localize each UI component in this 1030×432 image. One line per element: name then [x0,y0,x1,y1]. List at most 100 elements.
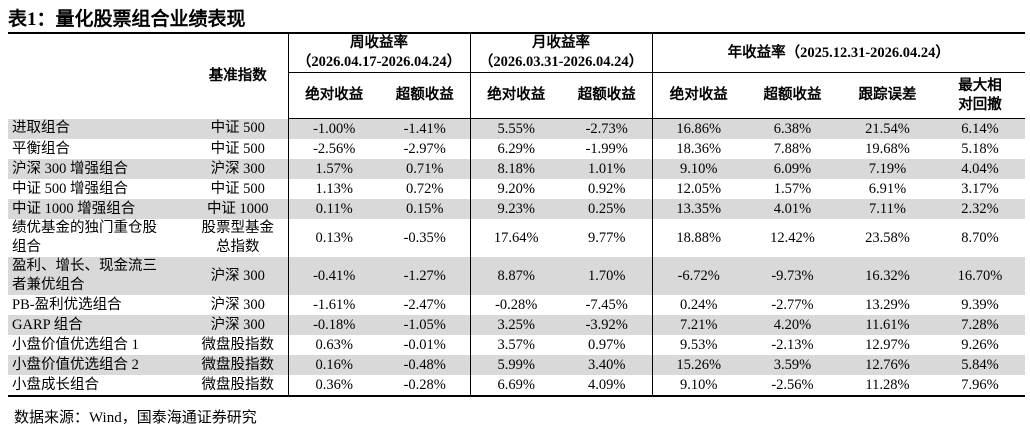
cell-text: 6.91% [868,180,907,197]
cell-text: 6.09% [773,160,812,177]
cell-text: 0.11% [315,200,353,217]
data-row: GARP 组合 沪深 300 -0.18% -1.05% 3.25% -3.92% 7.21… [8,315,1026,335]
value-cell: 7.21% [651,315,745,335]
value-cell: 12.97% [840,335,935,355]
column-label: 绝对收益 [669,87,728,103]
cell-text: PB-盈利优选组合 [12,296,122,313]
value-cell: 7.19% [840,159,935,179]
cell-text: 中证 500 [210,140,265,157]
cell-text: 12.97% [865,336,910,353]
cell-text: 6.69% [497,376,535,393]
cell-text: -1.00% [313,120,356,137]
value-cell: -2.77% [745,295,840,315]
value-cell: 3.17% [935,179,1025,199]
cell-text: 小盘价值优选组合 1 [12,336,139,353]
cell-text: 中证 500 [210,120,265,137]
data-row: 小盘价值优选组合 1 微盘股指数 0.63% -0.01% 3.57% 0.97% 9.53… [8,335,1025,355]
value-cell: 4.09% [562,375,652,397]
value-cell: 9.20% [469,179,562,199]
cell-text: 1.57% [315,160,353,177]
value-cell: 23.58% [840,219,935,257]
cell-text: 7.21% [680,316,718,333]
cell-text: 9.20% [497,180,535,197]
cell-text: GARP 组合 [12,316,83,333]
value-cell: 8.70% [935,219,1025,257]
value-cell: 9.39% [935,295,1025,315]
cell-text: 盈利、增长、现金流三者兼优组合 [12,258,157,293]
cell-text: 0.72% [406,180,444,197]
value-cell: -0.28% [380,375,470,397]
data-row: 平衡组合 中证 500 -2.56% -2.97% 6.29% -1.99% 18.36% 7… [8,139,1025,159]
cell-text: -0.18% [313,316,356,333]
value-cell: 7.28% [935,315,1026,335]
cell-text: 0.16% [315,356,353,373]
cell-text: 小盘成长组合 [12,376,99,393]
value-cell: 3.57% [469,335,562,355]
value-cell: -1.61% [287,295,380,315]
value-cell: 8.18% [469,159,562,179]
portfolio-name: 盈利、增长、现金流三者兼优组合 [8,257,188,295]
cell-text: 沪深 300 [210,160,265,177]
cell-text: -1.05% [403,316,446,333]
value-cell: 6.91% [840,179,935,199]
value-cell: -2.97% [380,139,470,159]
portfolio-name: 小盘价值优选组合 1 [8,335,188,355]
group-title: 周收益率 [350,35,408,51]
cell-text: 中证 1000 [206,200,269,217]
cell-text: 0.15% [406,200,444,217]
benchmark: 沪深 300 [188,295,288,315]
cell-text: 股票型基金总指数 [201,220,275,255]
value-cell: 9.53% [651,335,745,355]
cell-text: 18.36% [676,140,722,157]
cell-text: 6.29% [497,140,535,157]
subheader-row: 绝对收益 超额收益 绝对收益 超额收益 绝对收益 超额收益 跟踪误差 最大相对回撤 [8,72,1026,119]
header-row: 基准指数 周收益率 （2026.04.17-2026.04.24） 月收益率 （2026… [8,32,1026,119]
column-header: 跟踪误差 [840,72,935,119]
value-cell: 0.16% [287,355,380,375]
benchmark: 中证 500 [188,179,288,199]
portfolio-name: PB-盈利优选组合 [8,295,188,315]
value-cell: 0.24% [651,295,745,315]
value-cell: 9.23% [469,199,562,219]
cell-text: 微盘股指数 [201,376,275,393]
cell-text: 9.10% [680,376,718,393]
benchmark: 微盘股指数 [188,335,288,355]
portfolio-name: 中证 500 增强组合 [8,179,188,199]
column-header: 超额收益 [745,72,840,119]
benchmark: 股票型基金总指数 [188,219,288,257]
value-cell: 1.01% [562,159,652,179]
cell-text: 0.36% [315,376,353,393]
value-cell: 21.54% [840,118,935,139]
value-cell: 1.70% [562,257,652,295]
value-cell: 3.40% [562,355,652,375]
cell-text: 11.61% [865,316,910,333]
base-header: 基准指数 [188,32,288,119]
value-cell: -1.99% [562,139,652,159]
value-cell: 16.32% [840,257,935,295]
column-label: 跟踪误差 [858,87,917,103]
performance-table: 基准指数 周收益率 （2026.04.17-2026.04.24） 月收益率 （2026… [8,32,1026,397]
cell-text: 4.20% [773,316,812,333]
cell-text: 1.01% [588,160,626,177]
value-cell: 0.97% [562,335,652,355]
cell-text: -0.28% [403,376,446,393]
cell-text: 16.70% [957,267,1003,284]
cell-text: 5.18% [961,140,999,157]
benchmark: 微盘股指数 [188,375,288,397]
value-cell: 17.64% [469,219,562,257]
cell-text: 沪深 300 [210,316,265,333]
value-cell: 9.26% [935,335,1025,355]
data-row: 中证 500 增强组合 中证 500 1.13% 0.72% 9.20% 0.92% 12.… [8,179,1025,199]
value-cell: 0.92% [562,179,652,199]
source-note: 数据来源：Wind，国泰海通证券研究 [14,410,257,426]
cell-text: 8.70% [961,229,999,246]
table-title: 表1：量化股票组合业绩表现 [8,9,246,30]
table-head: 基准指数 周收益率 （2026.04.17-2026.04.24） 月收益率 （2026… [8,32,1026,119]
data-row: PB-盈利优选组合 沪深 300 -1.61% -2.47% -0.28% -7.45% 0… [8,295,1025,315]
cell-text: 中证 500 增强组合 [12,180,128,197]
portfolio-name: 平衡组合 [8,139,188,159]
cell-text: 16.32% [865,267,910,284]
data-row: 绩优基金的独门重仓股组合 股票型基金总指数 0.13% -0.35% 17.64% 9.7… [8,219,1025,257]
cell-text: -2.47% [403,296,446,313]
